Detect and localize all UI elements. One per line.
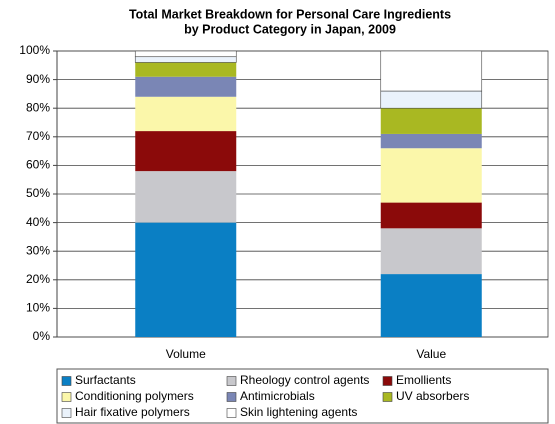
bar-segment — [134, 50, 237, 58]
bar-segment — [380, 228, 482, 275]
bar-segment — [135, 62, 237, 77]
bar-segment — [135, 96, 237, 132]
legend-swatch — [382, 376, 393, 386]
legend-label: Rheology control agents — [240, 373, 369, 387]
y-tick-label: 10% — [26, 301, 50, 315]
y-tick-label: 60% — [26, 158, 50, 172]
bar-segment — [380, 133, 482, 149]
bar-segment — [380, 274, 482, 337]
legend-label: Conditioning polymers — [75, 389, 194, 403]
bar-segment — [380, 108, 482, 134]
legend-box — [56, 368, 549, 424]
legend-swatch — [61, 376, 72, 386]
bar-segment — [380, 148, 482, 203]
x-tick-label: Volume — [166, 347, 206, 361]
bar-segment — [135, 222, 237, 337]
legend-swatch — [226, 376, 237, 386]
y-tick-label: 0% — [33, 329, 51, 343]
chart-title: Total Market Breakdown for Personal Care… — [129, 7, 451, 21]
bar-segment — [380, 90, 483, 109]
legend-label: Emollients — [396, 373, 451, 387]
bar-segment — [135, 131, 237, 172]
bar-segment — [380, 202, 482, 229]
legend-swatch — [61, 392, 72, 402]
legend-swatch — [61, 408, 72, 418]
legend-label: Antimicrobials — [240, 389, 315, 403]
bar-segment — [135, 171, 237, 223]
plot-border — [56, 50, 549, 338]
chart-title: by Product Category in Japan, 2009 — [184, 22, 396, 36]
y-tick-label: 80% — [26, 100, 50, 114]
legend-label: Skin lightening agents — [240, 405, 357, 419]
x-tick-label: Value — [416, 347, 446, 361]
bar-segment — [134, 56, 237, 63]
y-tick-label: 50% — [26, 186, 50, 200]
legend-label: UV absorbers — [396, 389, 469, 403]
legend-swatch — [226, 408, 237, 418]
y-tick-label: 40% — [26, 215, 50, 229]
legend-swatch — [382, 392, 393, 402]
legend-swatch — [226, 392, 237, 402]
legend-label: Surfactants — [75, 373, 136, 387]
y-tick-label: 70% — [26, 129, 50, 143]
y-tick-label: 100% — [19, 43, 50, 57]
y-tick-label: 30% — [26, 243, 50, 257]
y-tick-label: 20% — [26, 272, 50, 286]
bar-segment — [380, 50, 483, 92]
legend-label: Hair fixative polymers — [75, 405, 190, 419]
y-tick-label: 90% — [26, 72, 50, 86]
bar-segment — [135, 76, 237, 97]
